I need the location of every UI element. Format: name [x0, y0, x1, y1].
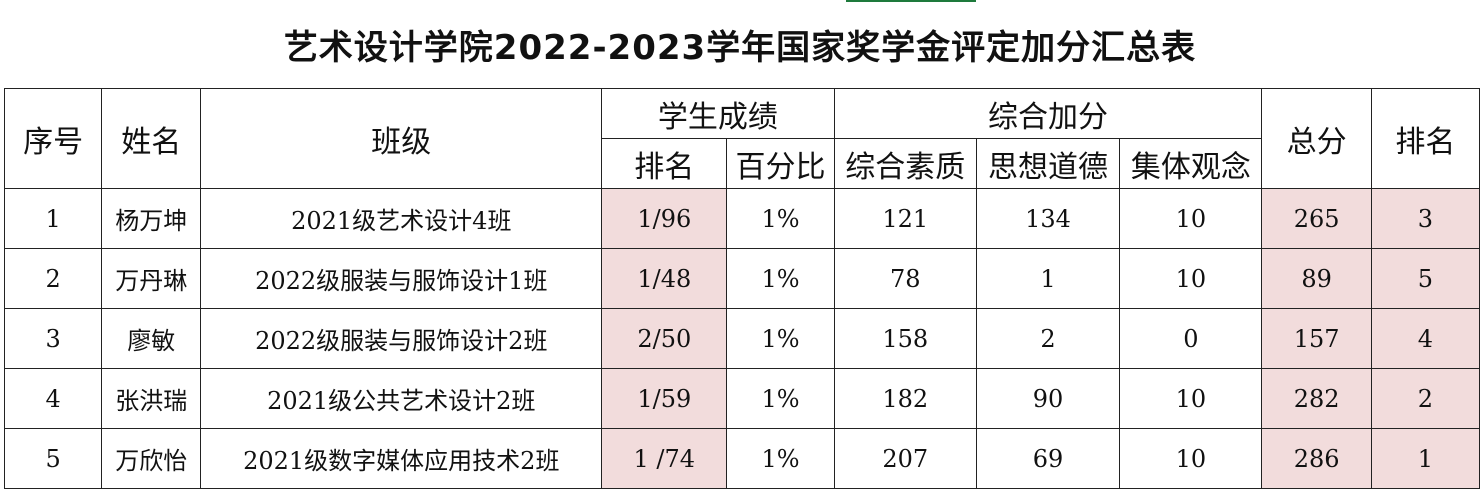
cell-grade-rank[interactable]: 1/48: [601, 248, 728, 309]
header-bonus-group[interactable]: 综合加分: [833, 88, 1263, 139]
cell-percent[interactable]: 1%: [726, 428, 835, 489]
cell-percent[interactable]: 1%: [726, 248, 835, 309]
cell-rank[interactable]: 5: [1370, 248, 1480, 309]
cell-seq[interactable]: 2: [3, 248, 103, 309]
header-total[interactable]: 总分: [1261, 88, 1372, 189]
header-class[interactable]: 班级: [200, 88, 603, 189]
table-row: 2 万丹琳 2022级服装与服饰设计1班 1/48 1% 78 1 10 89 …: [3, 248, 1480, 309]
cell-moral[interactable]: 1: [975, 248, 1121, 309]
cell-name[interactable]: 万欣怡: [101, 428, 202, 489]
cell-grade-rank[interactable]: 1/59: [601, 368, 728, 429]
cell-percent[interactable]: 1%: [726, 188, 835, 249]
cell-name[interactable]: 杨万坤: [101, 188, 202, 249]
cell-class[interactable]: 2022级服装与服饰设计2班: [200, 308, 603, 369]
sheet-title: 艺术设计学院2022-2023学年国家奖学金评定加分汇总表: [283, 27, 1197, 68]
selection-indicator: [846, 0, 976, 2]
cell-seq[interactable]: 1: [3, 188, 103, 249]
cell-class[interactable]: 2022级服装与服饰设计1班: [200, 248, 603, 309]
cell-moral[interactable]: 69: [975, 428, 1121, 489]
header-grades-group[interactable]: 学生成绩: [601, 88, 835, 139]
cell-name[interactable]: 廖敏: [101, 308, 202, 369]
table-row: 3 廖敏 2022级服装与服饰设计2班 2/50 1% 158 2 0 157 …: [3, 308, 1480, 369]
header-name[interactable]: 姓名: [101, 88, 202, 189]
cell-quality[interactable]: 158: [833, 308, 977, 369]
cell-moral[interactable]: 134: [975, 188, 1121, 249]
header-quality[interactable]: 综合素质: [833, 138, 977, 189]
cell-total[interactable]: 282: [1261, 368, 1372, 429]
cell-class[interactable]: 2021级艺术设计4班: [200, 188, 603, 249]
cell-grade-rank[interactable]: 1/96: [601, 188, 728, 249]
cell-moral[interactable]: 90: [975, 368, 1121, 429]
cell-percent[interactable]: 1%: [726, 308, 835, 369]
cell-quality[interactable]: 207: [833, 428, 977, 489]
scholarship-table: 序号 姓名 班级 学生成绩 综合加分 总分 排名 排名 百分比 综合素质 思想道…: [3, 88, 1480, 489]
cell-seq[interactable]: 4: [3, 368, 103, 429]
header-collective[interactable]: 集体观念: [1119, 138, 1263, 189]
header-row-1: 序号 姓名 班级 学生成绩 综合加分 总分 排名: [3, 88, 1480, 189]
header-grade-rank[interactable]: 排名: [601, 138, 728, 189]
cell-name[interactable]: 张洪瑞: [101, 368, 202, 429]
cell-total[interactable]: 89: [1261, 248, 1372, 309]
cell-quality[interactable]: 182: [833, 368, 977, 429]
table-row: 1 杨万坤 2021级艺术设计4班 1/96 1% 121 134 10 265…: [3, 188, 1480, 249]
cell-percent[interactable]: 1%: [726, 368, 835, 429]
cell-quality[interactable]: 121: [833, 188, 977, 249]
cell-moral[interactable]: 2: [975, 308, 1121, 369]
cell-seq[interactable]: 5: [3, 428, 103, 489]
cell-grade-rank[interactable]: 1 /74: [601, 428, 728, 489]
cell-rank[interactable]: 1: [1370, 428, 1480, 489]
header-percent[interactable]: 百分比: [726, 138, 835, 189]
header-moral[interactable]: 思想道德: [975, 138, 1121, 189]
cell-collective[interactable]: 10: [1119, 368, 1263, 429]
cell-total[interactable]: 286: [1261, 428, 1372, 489]
table-row: 4 张洪瑞 2021级公共艺术设计2班 1/59 1% 182 90 10 28…: [3, 368, 1480, 429]
cell-grade-rank[interactable]: 2/50: [601, 308, 728, 369]
header-rank[interactable]: 排名: [1370, 88, 1480, 189]
cell-class[interactable]: 2021级数字媒体应用技术2班: [200, 428, 603, 489]
cell-quality[interactable]: 78: [833, 248, 977, 309]
header-row-2: 排名 百分比 综合素质 思想道德 集体观念: [5, 138, 1480, 189]
cell-collective[interactable]: 10: [1119, 248, 1263, 309]
header-seq[interactable]: 序号: [3, 88, 103, 189]
cell-collective[interactable]: 0: [1119, 308, 1263, 369]
cell-total[interactable]: 157: [1261, 308, 1372, 369]
table-row: 5 万欣怡 2021级数字媒体应用技术2班 1 /74 1% 207 69 10…: [3, 428, 1480, 489]
cell-name[interactable]: 万丹琳: [101, 248, 202, 309]
cell-seq[interactable]: 3: [3, 308, 103, 369]
cell-class[interactable]: 2021级公共艺术设计2班: [200, 368, 603, 429]
cell-collective[interactable]: 10: [1119, 188, 1263, 249]
cell-collective[interactable]: 10: [1119, 428, 1263, 489]
cell-total[interactable]: 265: [1261, 188, 1372, 249]
cell-rank[interactable]: 3: [1370, 188, 1480, 249]
cell-rank[interactable]: 4: [1370, 308, 1480, 369]
cell-rank[interactable]: 2: [1370, 368, 1480, 429]
